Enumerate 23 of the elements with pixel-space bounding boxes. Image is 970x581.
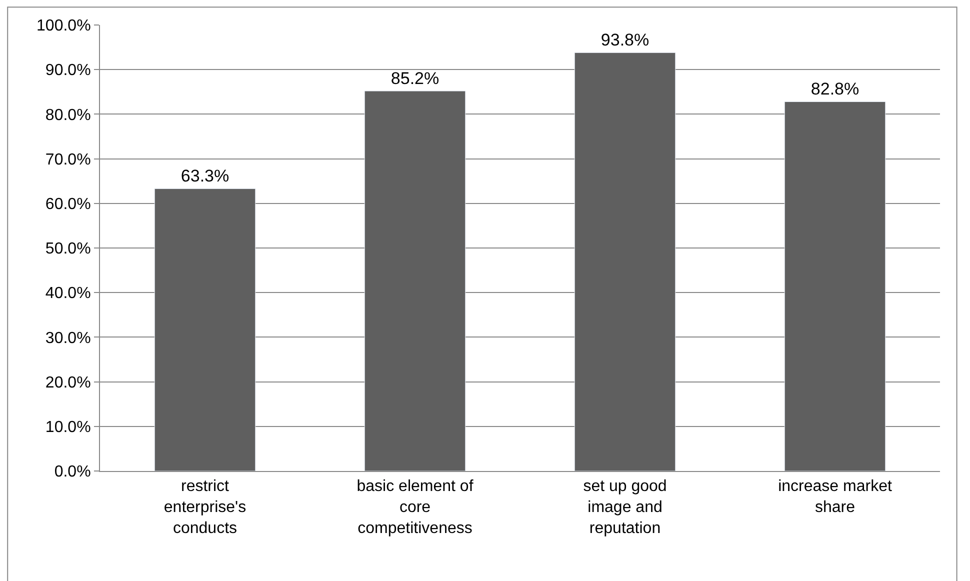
y-tick-label: 70.0% <box>45 151 91 168</box>
x-tick-label: increase market share <box>778 478 892 516</box>
y-tick-label: 60.0% <box>45 196 91 213</box>
bar <box>154 188 256 471</box>
bar <box>574 52 676 471</box>
y-tick-label: 20.0% <box>45 374 91 392</box>
y-tick-label: 100.0% <box>36 18 91 35</box>
y-tick-label: 30.0% <box>45 330 91 347</box>
y-tick-label: 40.0% <box>45 285 91 302</box>
x-tick-label: basic element of core competitiveness <box>356 478 474 537</box>
data-label: 93.8% <box>600 30 650 50</box>
y-tick-label: 0.0% <box>54 464 91 481</box>
data-label: 85.2% <box>390 69 440 88</box>
data-label: 63.3% <box>180 166 230 186</box>
x-tick-label: set up good image and reputation <box>583 478 667 537</box>
data-label: 82.8% <box>810 80 860 99</box>
bar <box>784 101 886 471</box>
y-tick-label: 80.0% <box>45 106 91 124</box>
y-tick-label: 50.0% <box>45 240 91 258</box>
x-tick-label: restrict enterprise's conducts <box>164 478 246 537</box>
y-tick-label: 90.0% <box>45 62 91 80</box>
y-tick-label: 10.0% <box>45 419 91 436</box>
bar <box>364 90 466 471</box>
